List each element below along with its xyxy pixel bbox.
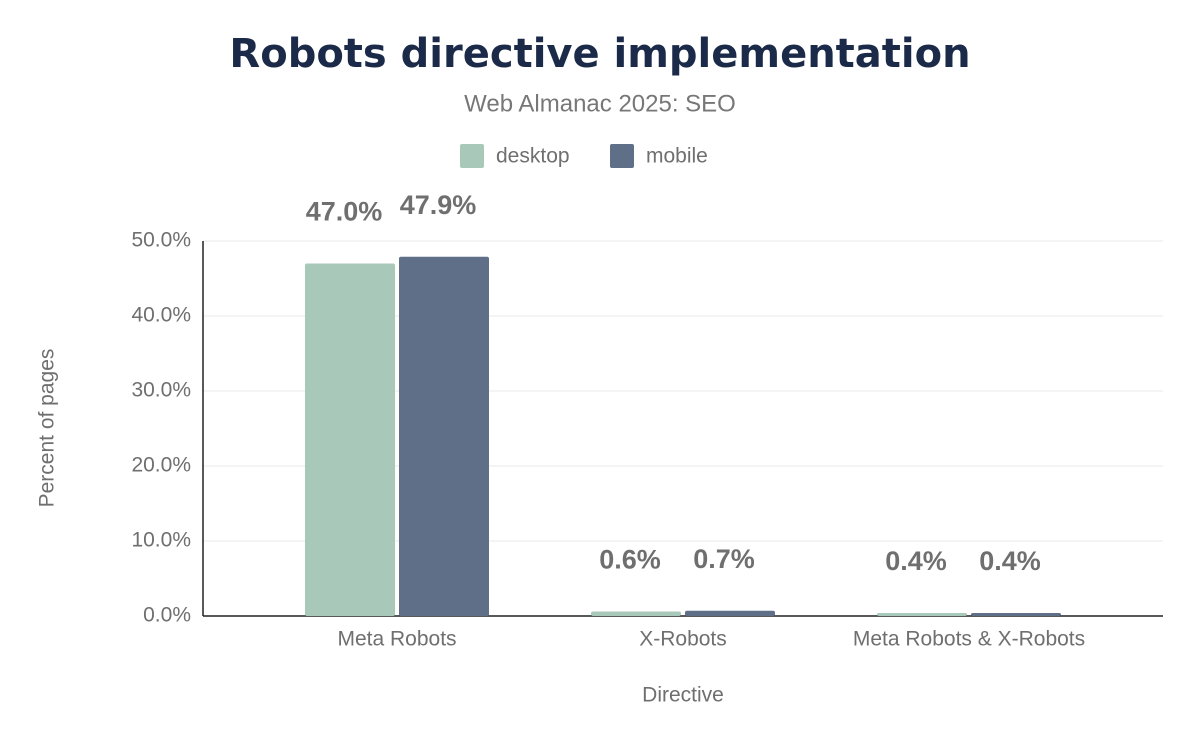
- bar: [591, 611, 681, 616]
- value-label: 0.7%: [693, 544, 755, 574]
- bar: [399, 256, 489, 616]
- y-tick-label: 50.0%: [131, 229, 191, 252]
- x-tick-label: Meta Robots & X-Robots: [853, 628, 1085, 651]
- bar: [877, 613, 967, 616]
- x-tick-label: X-Robots: [639, 628, 727, 651]
- value-label: 0.4%: [979, 546, 1041, 576]
- legend-swatch: [610, 144, 634, 168]
- bar: [685, 610, 775, 616]
- y-tick-label: 20.0%: [131, 454, 191, 477]
- value-label: 47.0%: [306, 197, 383, 227]
- x-axis-title: Directive: [642, 684, 724, 707]
- x-tick-label: Meta Robots: [337, 628, 456, 651]
- value-label: 47.9%: [400, 190, 477, 220]
- legend-label: mobile: [646, 145, 708, 168]
- chart-title: Robots directive implementation: [229, 31, 970, 77]
- y-tick-label: 0.0%: [143, 604, 191, 627]
- legend-label: desktop: [496, 145, 570, 168]
- chart-subtitle: Web Almanac 2025: SEO: [464, 90, 736, 117]
- bar: [971, 613, 1061, 616]
- y-tick-label: 30.0%: [131, 379, 191, 402]
- bar: [305, 263, 395, 616]
- y-tick-label: 40.0%: [131, 304, 191, 327]
- legend-swatch: [460, 144, 484, 168]
- y-axis-title: Percent of pages: [36, 349, 59, 508]
- value-label: 0.4%: [885, 546, 947, 576]
- y-tick-label: 10.0%: [131, 529, 191, 552]
- value-label: 0.6%: [599, 545, 661, 575]
